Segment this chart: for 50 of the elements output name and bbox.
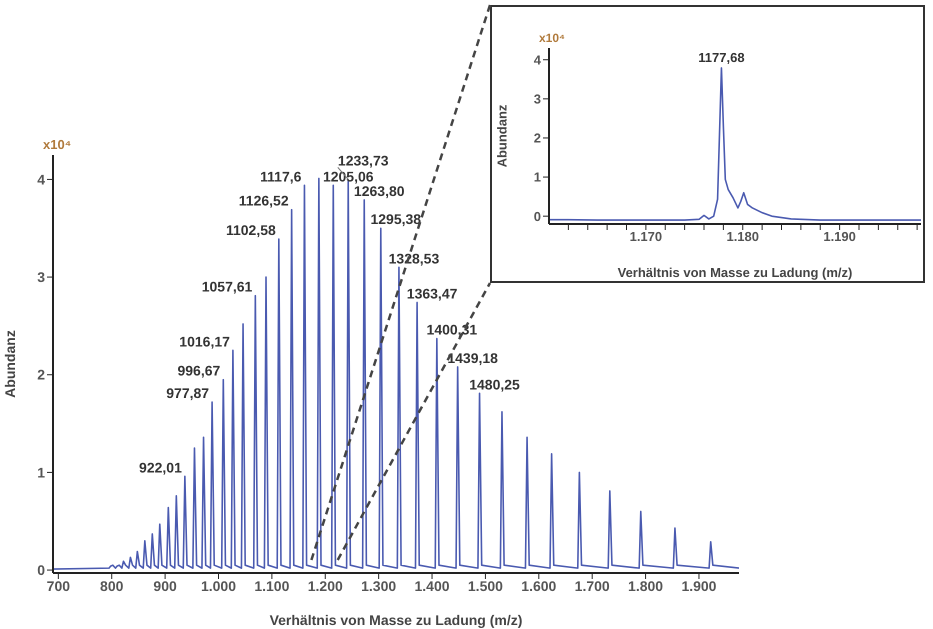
annotation: 1016,17 bbox=[179, 333, 230, 350]
x-tick-label: 1.400 bbox=[414, 578, 450, 594]
y-tick-label: 2 bbox=[534, 130, 541, 146]
annotation: 1057,61 bbox=[202, 278, 253, 295]
x-tick-label: 1.100 bbox=[254, 578, 290, 594]
annotation: 1363,47 bbox=[406, 285, 458, 302]
text: x10⁴ bbox=[539, 31, 566, 45]
y-tick-label: 0 bbox=[37, 562, 46, 578]
y-tick-label: 4 bbox=[534, 52, 542, 68]
y-tick-label: 1 bbox=[534, 170, 541, 185]
line-series bbox=[549, 67, 921, 221]
y-axis-title: Abundanz bbox=[494, 104, 510, 168]
annotation: 1126,52 bbox=[238, 192, 289, 209]
annotation: 922,01 bbox=[139, 459, 182, 476]
annotation: 1205,06 bbox=[322, 168, 374, 184]
text: x10⁴ bbox=[43, 137, 72, 152]
annotation: 1480,25 bbox=[469, 376, 520, 392]
x-tick-label: 1.600 bbox=[521, 578, 557, 594]
annotation: 1177,68 bbox=[698, 50, 745, 65]
y-tick-label: 3 bbox=[534, 91, 541, 106]
x-tick-label: 1.190 bbox=[823, 229, 856, 244]
annotation: 1102,58 bbox=[226, 222, 276, 238]
annotation: 1439,18 bbox=[447, 350, 498, 366]
x-tick-label: 700 bbox=[46, 578, 70, 594]
annotation: 977,87 bbox=[166, 385, 210, 402]
annotation: 1295,38 bbox=[370, 211, 422, 228]
x-tick-label: 1.500 bbox=[468, 578, 504, 594]
y-tick-label: 4 bbox=[37, 171, 46, 188]
y-tick-label: 1 bbox=[37, 464, 46, 480]
x-tick-label: 1.300 bbox=[361, 578, 396, 594]
annotation: 1400,31 bbox=[426, 322, 478, 338]
y-axis-title: Abundanz bbox=[2, 330, 18, 398]
x-tick-label: 1.000 bbox=[200, 578, 236, 594]
x-tick-label: 1.170 bbox=[630, 229, 662, 244]
x-tick-label: 1.900 bbox=[681, 578, 717, 594]
x-tick-label: 1.700 bbox=[574, 578, 610, 594]
x-tick-label: 1.800 bbox=[628, 578, 664, 594]
x-tick-label: 1.180 bbox=[726, 229, 760, 244]
annotation: 1233,73 bbox=[338, 152, 389, 168]
y-tick-label: 2 bbox=[37, 366, 46, 383]
x-axis-title: Verhältnis von Masse zu Ladung (m/z) bbox=[618, 265, 852, 280]
x-tick-label: 1.200 bbox=[308, 578, 343, 594]
x-tick-label: 800 bbox=[100, 578, 124, 594]
x-tick-label: 900 bbox=[153, 578, 177, 594]
y-tick-label: 3 bbox=[37, 269, 46, 286]
x-axis-title: Verhältnis von Masse zu Ladung (m/z) bbox=[270, 612, 522, 628]
y-tick-label: 0 bbox=[534, 208, 541, 224]
annotation: 1263,80 bbox=[354, 182, 405, 199]
annotation: 996,67 bbox=[177, 362, 221, 379]
annotation: 1117,6 bbox=[260, 168, 302, 184]
